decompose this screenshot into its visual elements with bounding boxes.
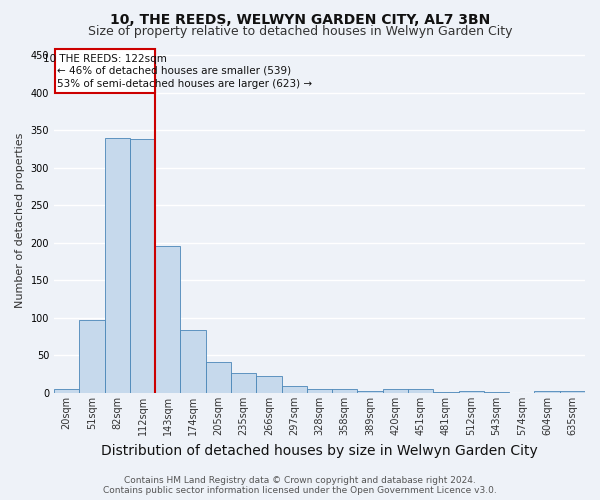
Bar bbox=[458, 391, 484, 393]
Text: Contains HM Land Registry data © Crown copyright and database right 2024.: Contains HM Land Registry data © Crown c… bbox=[124, 476, 476, 485]
Text: Contains public sector information licensed under the Open Government Licence v3: Contains public sector information licen… bbox=[103, 486, 497, 495]
Bar bbox=[484, 392, 509, 393]
Bar bbox=[332, 390, 358, 393]
Text: 10, THE REEDS, WELWYN GARDEN CITY, AL7 3BN: 10, THE REEDS, WELWYN GARDEN CITY, AL7 3… bbox=[110, 12, 490, 26]
Bar bbox=[54, 390, 79, 393]
Bar bbox=[155, 246, 181, 393]
Bar bbox=[206, 362, 231, 393]
X-axis label: Distribution of detached houses by size in Welwyn Garden City: Distribution of detached houses by size … bbox=[101, 444, 538, 458]
Bar bbox=[79, 320, 104, 393]
Bar bbox=[408, 390, 433, 393]
Bar bbox=[383, 390, 408, 393]
Bar bbox=[281, 386, 307, 393]
Bar bbox=[130, 139, 155, 393]
Bar bbox=[256, 376, 281, 393]
Bar bbox=[307, 388, 332, 393]
Bar bbox=[560, 391, 585, 393]
Bar bbox=[104, 138, 130, 393]
Text: 53% of semi-detached houses are larger (623) →: 53% of semi-detached houses are larger (… bbox=[56, 79, 311, 89]
Text: ← 46% of detached houses are smaller (539): ← 46% of detached houses are smaller (53… bbox=[56, 66, 290, 76]
Bar bbox=[231, 374, 256, 393]
Bar bbox=[358, 391, 383, 393]
Text: Size of property relative to detached houses in Welwyn Garden City: Size of property relative to detached ho… bbox=[88, 25, 512, 38]
Bar bbox=[433, 392, 458, 393]
Bar bbox=[181, 330, 206, 393]
FancyBboxPatch shape bbox=[55, 49, 155, 92]
Text: 10 THE REEDS: 122sqm: 10 THE REEDS: 122sqm bbox=[43, 54, 167, 64]
Bar bbox=[535, 391, 560, 393]
Y-axis label: Number of detached properties: Number of detached properties bbox=[15, 132, 25, 308]
